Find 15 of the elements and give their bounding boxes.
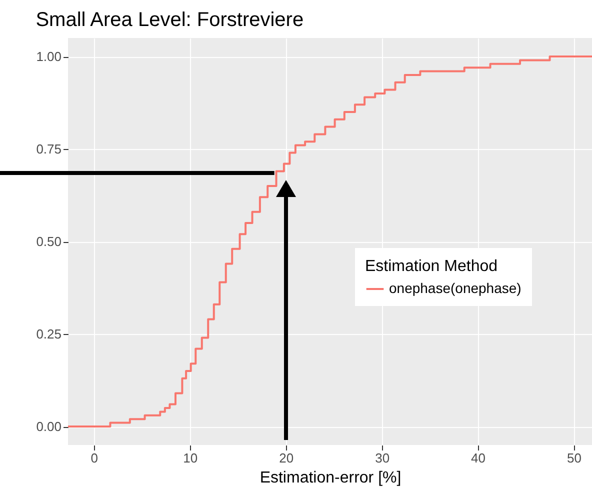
x-axis-title: Estimation-error [%] [260,470,402,486]
y-tick-label: 0.50 [36,234,62,249]
x-tick-label: 10 [183,450,198,466]
x-tick-label: 20 [279,450,294,466]
y-tick-label: 1.00 [36,49,62,64]
x-tick-label: 0 [90,450,98,466]
x-tick-label: 40 [471,450,486,466]
x-tick-label: 50 [567,450,582,466]
y-tick-label: 0.25 [36,326,62,342]
y-tick-label: 0.75 [36,142,62,156]
legend-title: Estimation Method [365,258,498,275]
chart-title: Small Area Level: Forstreviere [36,9,304,31]
legend-label: onephase(onephase) [389,280,522,296]
y-tick-label: 0.00 [36,419,62,434]
x-tick-label: 30 [375,450,390,466]
